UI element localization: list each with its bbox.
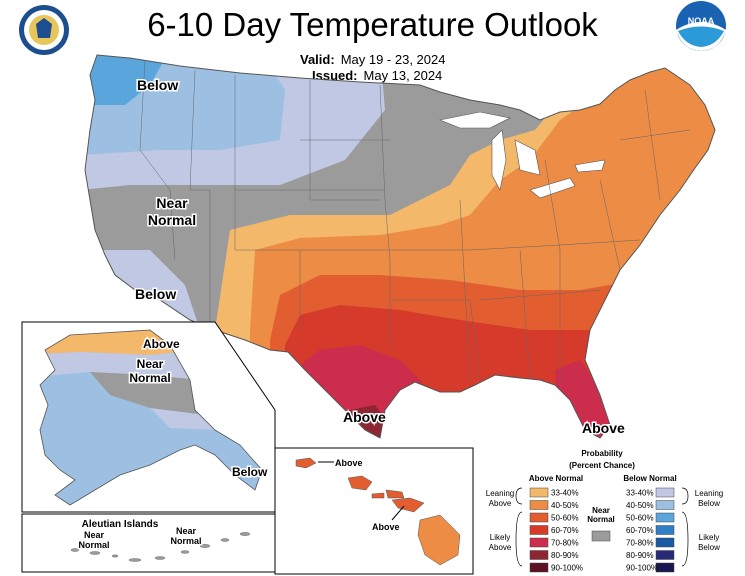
legend-below-swatch-6 [655, 562, 675, 573]
legend-likely-below: Likely Below [698, 533, 720, 552]
legend-subtitle: (Percent Chance) [569, 461, 635, 470]
legend-above-swatch-2 [529, 512, 549, 523]
noaa-logo-icon: NOAA [676, 1, 726, 51]
noaa-logo-text: NOAA [688, 16, 715, 26]
legend-above-label-6: 90-100% [551, 564, 583, 573]
legend-likely-above: Likely Above [489, 533, 512, 552]
legend-below-label-2: 50-60% [626, 514, 654, 523]
legend-below-swatch-0 [655, 487, 675, 498]
legend-above-label-1: 40-50% [551, 501, 579, 510]
label-hawaii-above-1: Above [335, 458, 363, 468]
probability-legend: Probability (Percent Chance) Above Norma… [486, 449, 723, 573]
legend-above-swatch-4 [529, 537, 549, 548]
legend-above-swatch-5 [529, 550, 549, 560]
legend-above-label-4: 70-80% [551, 539, 579, 548]
legend-above-swatch-0 [529, 487, 549, 498]
label-alaska-near-normal: Near Normal [129, 357, 170, 385]
state-lines [139, 59, 691, 385]
legend-below-label-0: 33-40% [626, 489, 654, 498]
legend-near-normal-swatch [591, 530, 611, 542]
legend-below-label-4: 70-80% [626, 539, 654, 548]
valid-dates: Valid: May 19 - 23, 2024 [300, 52, 446, 67]
hawaii-big-island [417, 514, 461, 566]
legend-below-swatch-5 [655, 550, 675, 560]
legend-below-swatch-1 [655, 500, 675, 510]
label-hawaii-above-2: Above [372, 522, 400, 532]
label-below-northwest: Below [137, 77, 178, 93]
page-title: 6-10 Day Temperature Outlook [147, 6, 598, 43]
label-aleutian-near-normal-2: Near Normal [170, 526, 201, 546]
aleutian-islands [70, 532, 251, 562]
label-below-southwest: Below [135, 286, 176, 302]
legend-below-label-5: 80-90% [626, 551, 654, 560]
legend-above-swatch-6 [529, 562, 549, 573]
issued-date: Issued: May 13, 2024 [312, 68, 443, 83]
legend-above-label-5: 80-90% [551, 551, 579, 560]
aleutian-inset-frame [21, 513, 276, 573]
legend-leaning-above: Leaning Above [486, 489, 514, 508]
label-alaska-above: Above [143, 337, 180, 351]
legend-below-swatch-2 [655, 512, 675, 523]
legend-below-swatch-4 [655, 537, 675, 548]
label-above-florida: Above [582, 420, 625, 436]
great-lakes [438, 111, 606, 199]
label-near-normal-west: Near Normal [148, 195, 196, 228]
legend-leaning-below: Leaning Below [695, 489, 723, 508]
legend-below-header: Below Normal [623, 474, 676, 483]
legend-near-normal-label: Near Normal [587, 506, 615, 524]
legend-above-header: Above Normal [529, 474, 583, 483]
legend-above-label-0: 33-40% [551, 489, 579, 498]
legend-below-label-6: 90-100% [626, 564, 658, 573]
legend-above-label-3: 60-70% [551, 526, 579, 535]
legend-above-swatch-3 [529, 525, 549, 535]
legend-title: Probability [581, 449, 623, 458]
label-above-texas: Above [343, 409, 386, 425]
legend-below-label-1: 40-50% [626, 501, 654, 510]
label-aleutian-islands: Aleutian Islands [82, 519, 159, 530]
legend-below-label-3: 60-70% [626, 526, 654, 535]
label-aleutian-near-normal-1: Near Normal [78, 530, 109, 550]
legend-above-swatch-1 [529, 500, 549, 510]
department-of-commerce-seal-icon [19, 5, 69, 55]
legend-above-label-2: 50-60% [551, 514, 579, 523]
label-alaska-below: Below [232, 465, 268, 479]
hawaii-islands [295, 457, 425, 513]
legend-below-swatch-3 [655, 525, 675, 535]
